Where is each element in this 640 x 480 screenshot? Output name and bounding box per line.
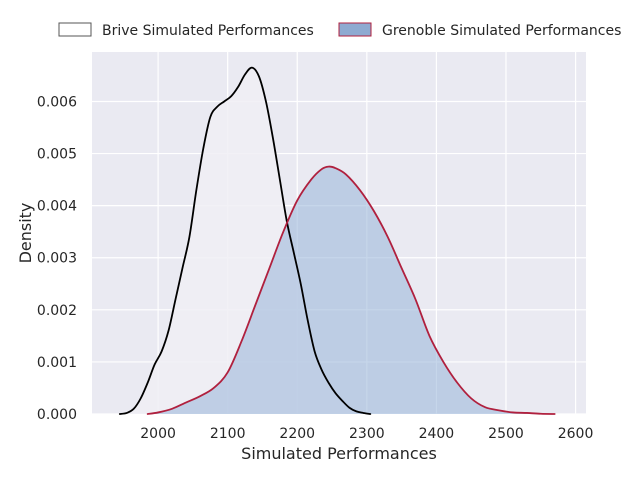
x-tick-label: 2300 — [349, 426, 385, 442]
legend: Brive Simulated Performances Grenoble Si… — [58, 22, 621, 39]
y-tick-label: 0.005 — [37, 147, 77, 163]
x-axis-label: Simulated Performances — [241, 444, 437, 463]
density-line-brive-simulated-performances — [118, 66, 372, 415]
y-tick-label: 0.000 — [37, 407, 77, 423]
legend-swatch-grenoble — [338, 22, 372, 37]
x-tick-label: 2000 — [140, 426, 176, 442]
y-tick-label: 0.002 — [37, 303, 77, 319]
x-tick-label: 2100 — [210, 426, 246, 442]
legend-swatch-brive — [58, 22, 92, 37]
x-tick-label: 2500 — [488, 426, 524, 442]
x-tick-label: 2200 — [279, 426, 315, 442]
y-tick-label: 0.003 — [37, 251, 77, 267]
density-line-grenoble-simulated-performances — [146, 165, 556, 415]
series-layer — [118, 66, 556, 415]
y-axis: 0.000 0.001 0.002 0.003 0.004 0.005 0.006 — [37, 94, 77, 423]
legend-label-brive: Brive Simulated Performances — [102, 23, 314, 39]
y-tick-label: 0.001 — [37, 355, 77, 371]
x-axis: 2000 2100 2200 2300 2400 2500 2600 — [140, 426, 593, 442]
y-axis-label: Density — [16, 203, 35, 264]
legend-label-grenoble: Grenoble Simulated Performances — [382, 23, 621, 39]
density-fill-grenoble-simulated-performances — [147, 166, 555, 414]
x-tick-label: 2400 — [419, 426, 455, 442]
y-tick-label: 0.006 — [37, 94, 77, 110]
y-tick-label: 0.004 — [37, 199, 77, 215]
x-tick-label: 2600 — [558, 426, 594, 442]
